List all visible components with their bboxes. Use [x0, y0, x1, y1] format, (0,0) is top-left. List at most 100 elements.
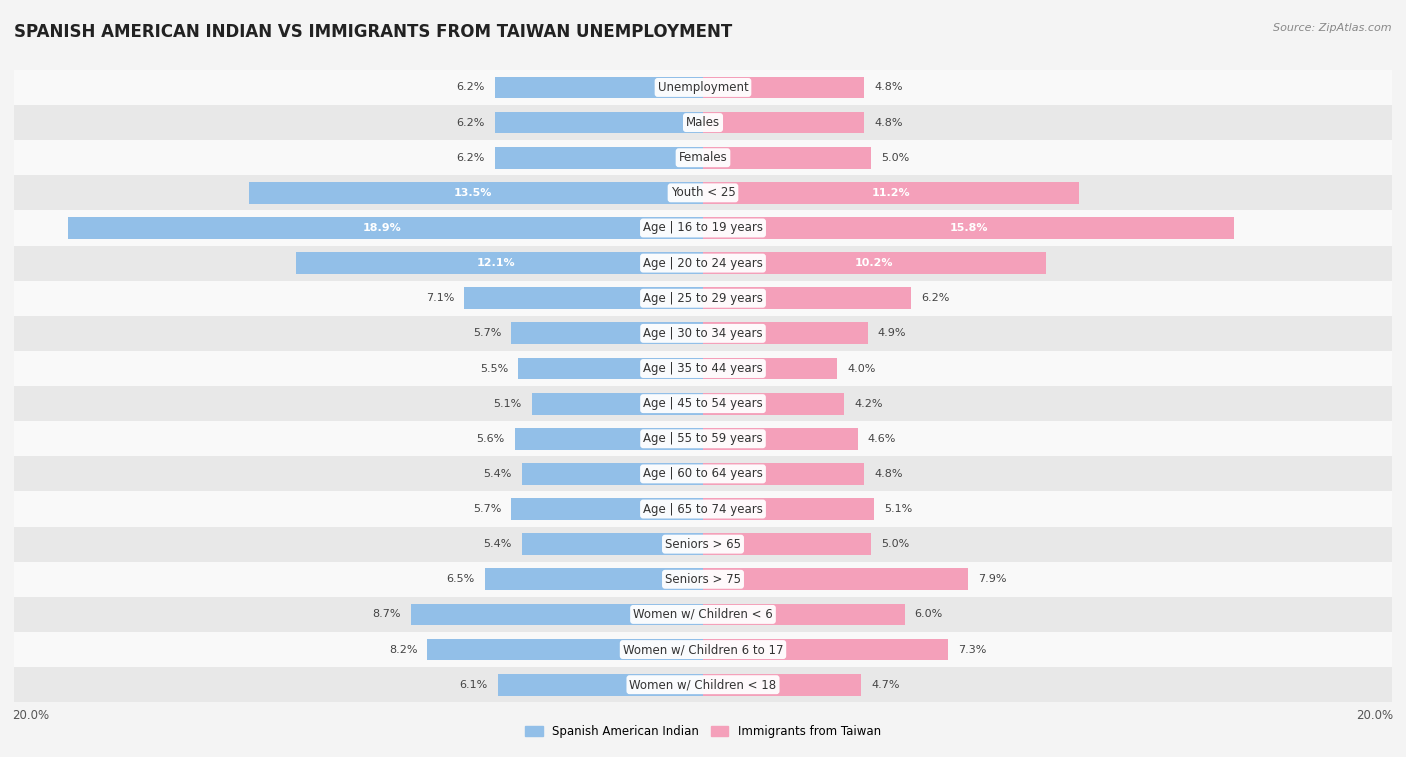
Text: Age | 30 to 34 years: Age | 30 to 34 years	[643, 327, 763, 340]
Bar	[703, 639, 948, 660]
Bar	[0, 456, 1406, 491]
Text: 4.8%: 4.8%	[875, 469, 903, 479]
Text: Age | 45 to 54 years: Age | 45 to 54 years	[643, 397, 763, 410]
Bar	[703, 112, 865, 133]
Text: 5.0%: 5.0%	[882, 539, 910, 549]
Bar	[498, 674, 703, 696]
Bar	[0, 491, 1406, 527]
Bar	[515, 428, 703, 450]
Bar	[703, 463, 865, 484]
Bar	[703, 182, 1080, 204]
Text: 4.2%: 4.2%	[855, 399, 883, 409]
Text: 4.8%: 4.8%	[875, 83, 903, 92]
Bar	[0, 140, 1406, 176]
Text: Age | 65 to 74 years: Age | 65 to 74 years	[643, 503, 763, 516]
Bar	[703, 674, 860, 696]
Bar	[703, 393, 844, 415]
Text: 13.5%: 13.5%	[454, 188, 492, 198]
Text: 11.2%: 11.2%	[872, 188, 911, 198]
Text: 7.9%: 7.9%	[979, 575, 1007, 584]
Bar	[297, 252, 703, 274]
Text: 4.7%: 4.7%	[872, 680, 900, 690]
Bar	[512, 498, 703, 520]
Bar	[522, 533, 703, 555]
Text: Seniors > 65: Seniors > 65	[665, 537, 741, 550]
Text: 5.7%: 5.7%	[472, 504, 502, 514]
Bar	[703, 288, 911, 309]
Bar	[0, 105, 1406, 140]
Bar	[0, 667, 1406, 702]
Bar	[703, 569, 969, 590]
Bar	[0, 527, 1406, 562]
Text: 6.2%: 6.2%	[456, 83, 485, 92]
Text: Age | 55 to 59 years: Age | 55 to 59 years	[643, 432, 763, 445]
Text: SPANISH AMERICAN INDIAN VS IMMIGRANTS FROM TAIWAN UNEMPLOYMENT: SPANISH AMERICAN INDIAN VS IMMIGRANTS FR…	[14, 23, 733, 41]
Bar	[703, 252, 1046, 274]
Text: 4.0%: 4.0%	[848, 363, 876, 373]
Text: Females: Females	[679, 151, 727, 164]
Bar	[703, 533, 872, 555]
Bar	[0, 386, 1406, 421]
Bar	[0, 632, 1406, 667]
Bar	[703, 357, 838, 379]
Text: 6.2%: 6.2%	[456, 153, 485, 163]
Text: 5.0%: 5.0%	[882, 153, 910, 163]
Bar	[522, 463, 703, 484]
Legend: Spanish American Indian, Immigrants from Taiwan: Spanish American Indian, Immigrants from…	[520, 720, 886, 743]
Text: 15.8%: 15.8%	[949, 223, 988, 233]
Bar	[0, 421, 1406, 456]
Bar	[703, 498, 875, 520]
Bar	[0, 351, 1406, 386]
Text: Males: Males	[686, 116, 720, 129]
Text: 12.1%: 12.1%	[477, 258, 516, 268]
Bar	[427, 639, 703, 660]
Text: 4.6%: 4.6%	[868, 434, 896, 444]
Bar	[0, 281, 1406, 316]
Text: 7.1%: 7.1%	[426, 293, 454, 304]
Bar	[0, 70, 1406, 105]
Bar	[0, 210, 1406, 245]
Bar	[249, 182, 703, 204]
Text: 5.1%: 5.1%	[494, 399, 522, 409]
Text: 6.0%: 6.0%	[915, 609, 943, 619]
Text: 6.2%: 6.2%	[921, 293, 950, 304]
Text: 6.1%: 6.1%	[460, 680, 488, 690]
Text: 8.7%: 8.7%	[373, 609, 401, 619]
Text: 5.6%: 5.6%	[477, 434, 505, 444]
Text: 5.4%: 5.4%	[484, 539, 512, 549]
Bar	[495, 112, 703, 133]
Text: 8.2%: 8.2%	[389, 644, 418, 655]
Text: Age | 20 to 24 years: Age | 20 to 24 years	[643, 257, 763, 269]
Bar	[495, 147, 703, 169]
Text: 4.8%: 4.8%	[875, 117, 903, 128]
Text: Seniors > 75: Seniors > 75	[665, 573, 741, 586]
Text: 5.7%: 5.7%	[472, 329, 502, 338]
Bar	[0, 245, 1406, 281]
Bar	[512, 322, 703, 344]
Bar	[703, 428, 858, 450]
Text: 6.5%: 6.5%	[446, 575, 474, 584]
Text: Women w/ Children < 6: Women w/ Children < 6	[633, 608, 773, 621]
Text: Age | 35 to 44 years: Age | 35 to 44 years	[643, 362, 763, 375]
Text: 10.2%: 10.2%	[855, 258, 894, 268]
Bar	[495, 76, 703, 98]
Text: Source: ZipAtlas.com: Source: ZipAtlas.com	[1274, 23, 1392, 33]
Text: Youth < 25: Youth < 25	[671, 186, 735, 199]
Bar	[703, 147, 872, 169]
Text: 6.2%: 6.2%	[456, 117, 485, 128]
Bar	[703, 322, 868, 344]
Text: Women w/ Children < 18: Women w/ Children < 18	[630, 678, 776, 691]
Bar	[0, 316, 1406, 351]
Text: 7.3%: 7.3%	[959, 644, 987, 655]
Text: 5.4%: 5.4%	[484, 469, 512, 479]
Bar	[703, 76, 865, 98]
Text: 5.1%: 5.1%	[884, 504, 912, 514]
Bar	[0, 597, 1406, 632]
Text: Age | 16 to 19 years: Age | 16 to 19 years	[643, 222, 763, 235]
Text: 5.5%: 5.5%	[479, 363, 508, 373]
Bar	[703, 217, 1234, 239]
Bar	[531, 393, 703, 415]
Text: Age | 60 to 64 years: Age | 60 to 64 years	[643, 467, 763, 481]
Bar	[411, 603, 703, 625]
Bar	[485, 569, 703, 590]
